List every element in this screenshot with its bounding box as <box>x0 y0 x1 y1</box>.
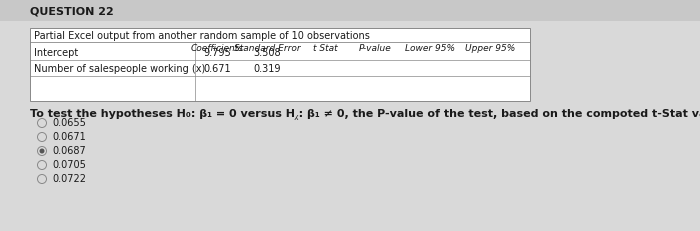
Circle shape <box>39 149 45 154</box>
Text: Lower 95%: Lower 95% <box>405 44 455 53</box>
Circle shape <box>38 174 46 183</box>
Text: 0.0655: 0.0655 <box>52 118 86 128</box>
Bar <box>30 28 530 101</box>
Text: 0.671: 0.671 <box>203 64 231 74</box>
Text: 0.0722: 0.0722 <box>52 174 86 184</box>
Circle shape <box>38 133 46 142</box>
Text: Upper 95%: Upper 95% <box>465 44 515 53</box>
Text: Intercept: Intercept <box>34 48 78 58</box>
Text: Coefficients: Coefficients <box>190 44 244 53</box>
Text: To test the hypotheses H₀: β₁ = 0 versus H⁁: β₁ ≠ 0, the P-value of the test, ba: To test the hypotheses H₀: β₁ = 0 versus… <box>30 109 700 120</box>
Circle shape <box>38 161 46 170</box>
Text: 0.319: 0.319 <box>253 64 281 74</box>
Circle shape <box>38 146 46 155</box>
Text: 3.508: 3.508 <box>253 48 281 58</box>
Circle shape <box>38 119 46 128</box>
Text: 0.0705: 0.0705 <box>52 160 86 170</box>
Text: QUESTION 22: QUESTION 22 <box>30 6 113 16</box>
Text: t Stat: t Stat <box>313 44 337 53</box>
Text: 0.0687: 0.0687 <box>52 146 85 156</box>
Text: Standard Error: Standard Error <box>234 44 300 53</box>
Text: P-value: P-value <box>358 44 391 53</box>
Text: 0.0671: 0.0671 <box>52 132 85 142</box>
Bar <box>0 0 700 21</box>
Text: Partial Excel output from another random sample of 10 observations: Partial Excel output from another random… <box>34 31 370 41</box>
Text: 9.795: 9.795 <box>203 48 231 58</box>
Text: Number of salespeople working (x): Number of salespeople working (x) <box>34 64 205 74</box>
